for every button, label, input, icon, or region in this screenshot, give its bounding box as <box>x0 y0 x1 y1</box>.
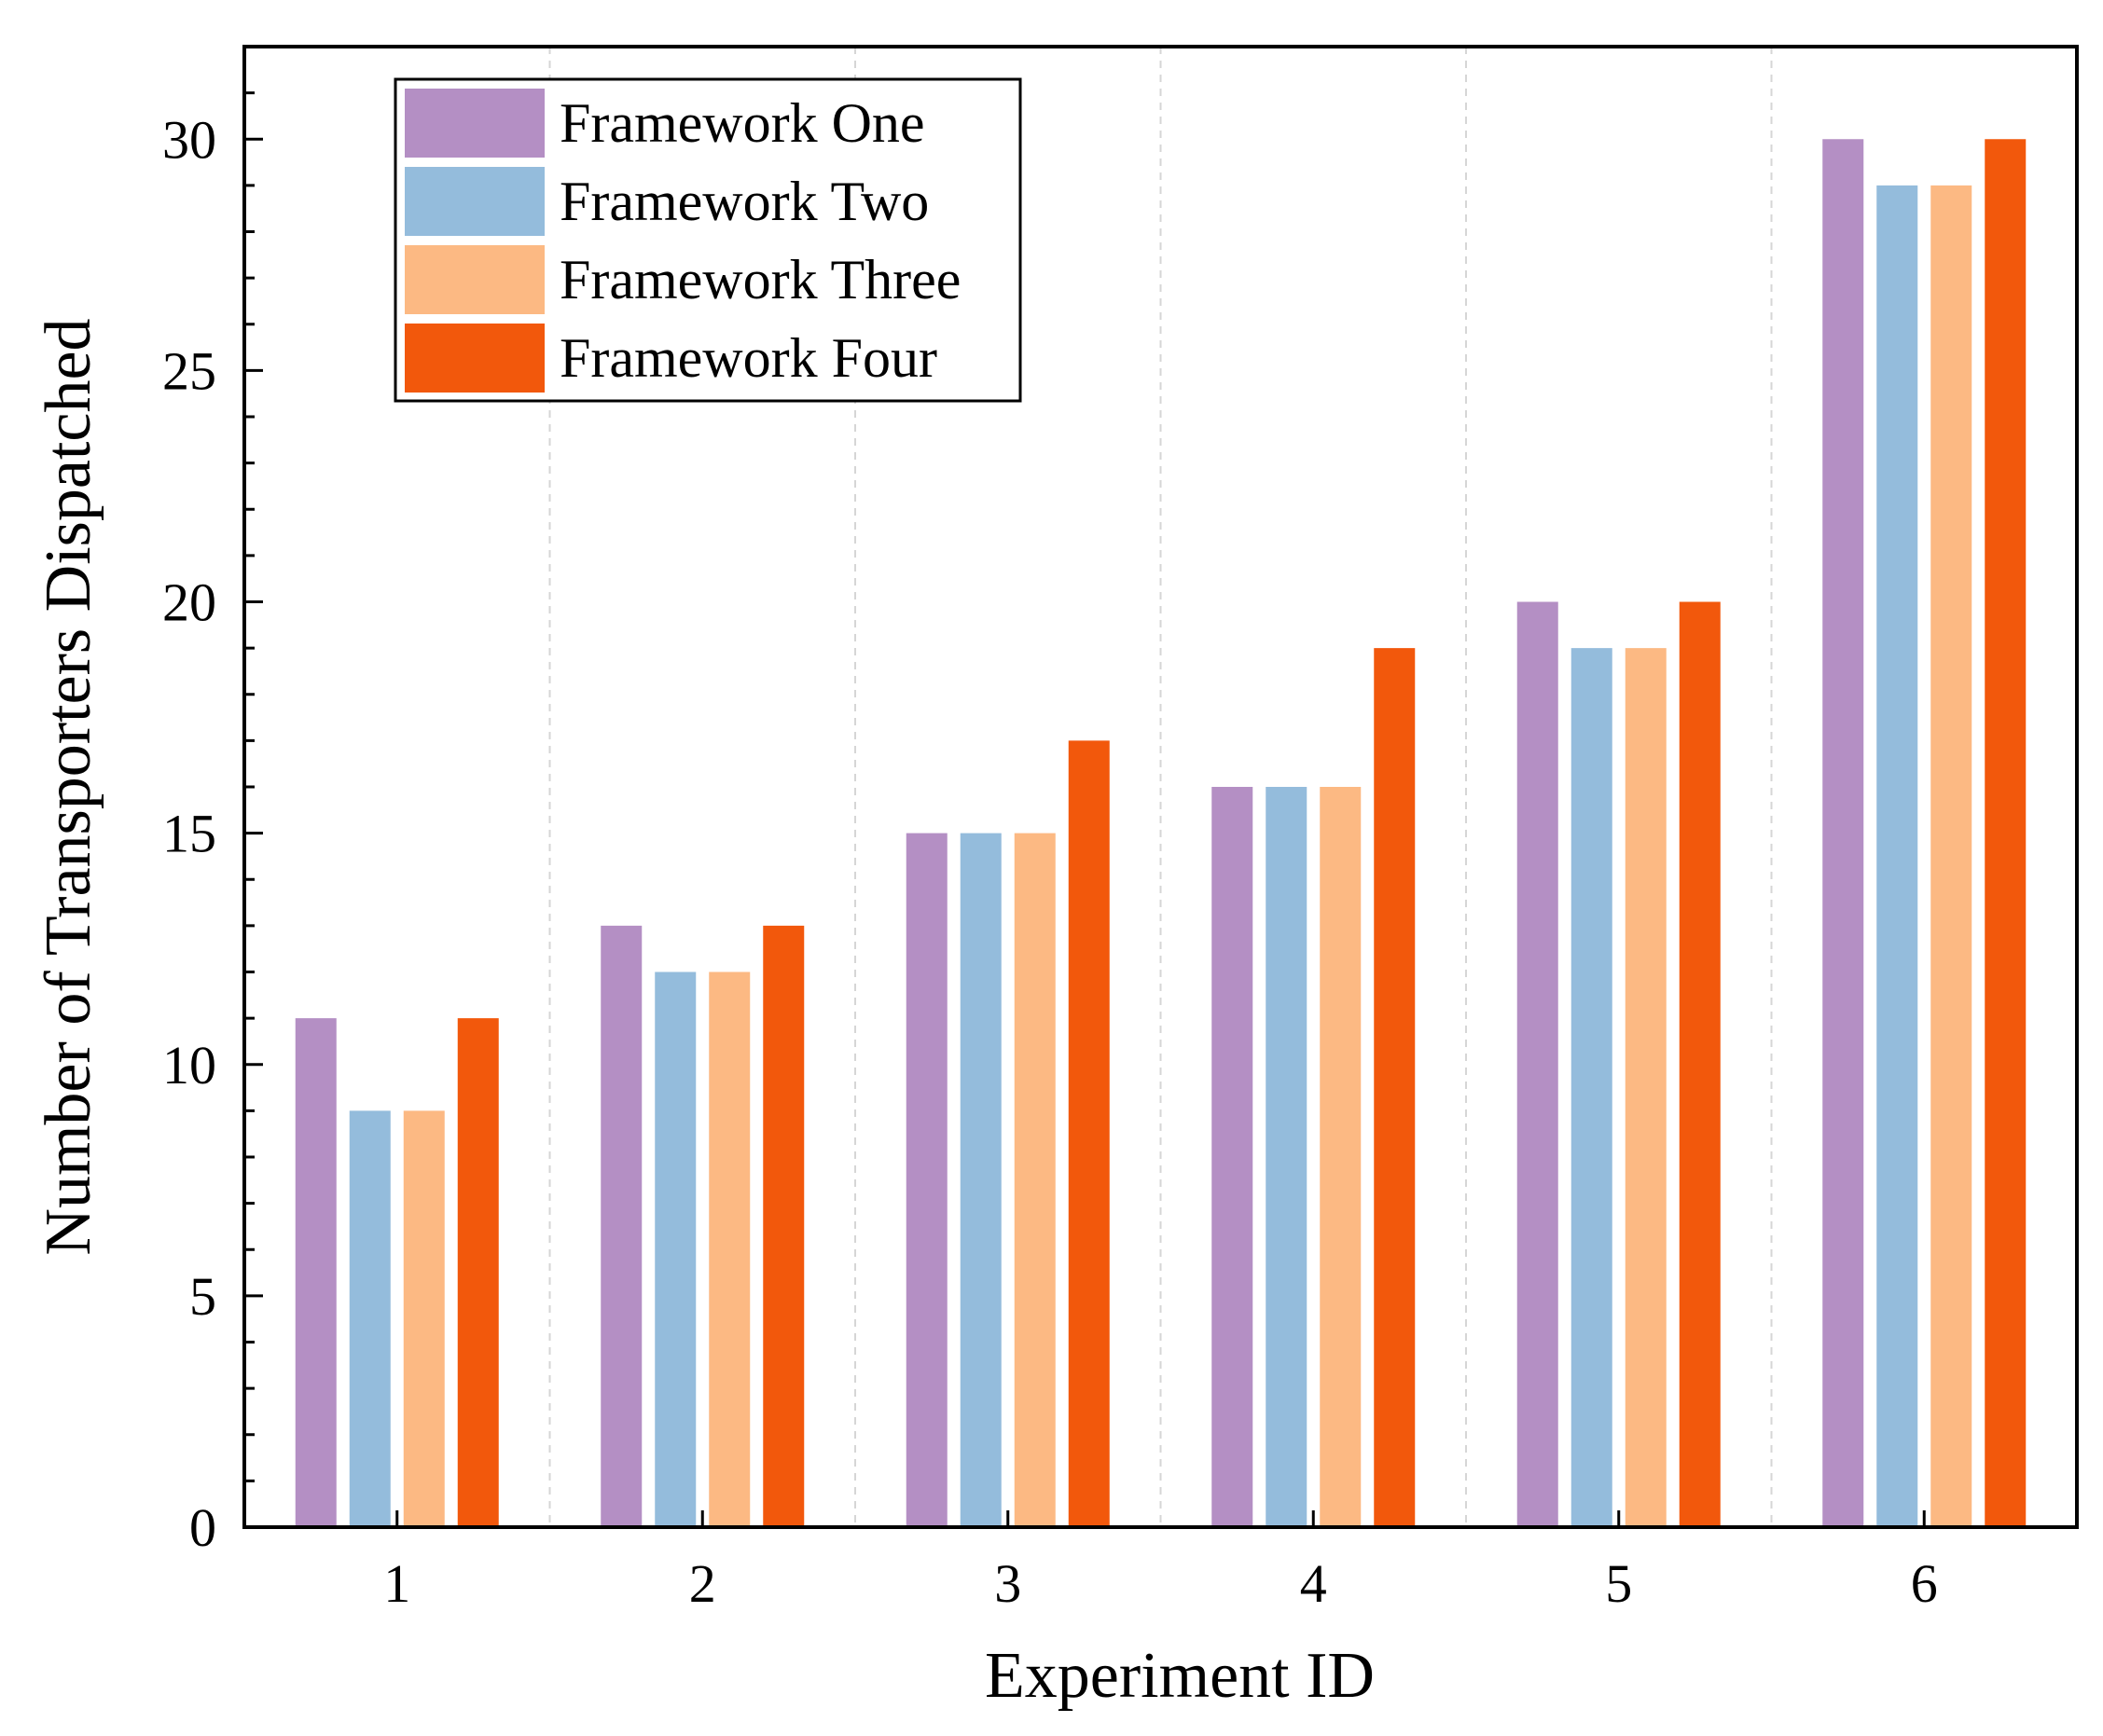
bar-framework-one-exp-5 <box>1516 601 1558 1527</box>
bar-framework-three-exp-5 <box>1625 648 1667 1527</box>
y-axis: 0 5 10 15 20 25 30 <box>162 45 263 1558</box>
bar-framework-four-exp-2 <box>763 925 805 1527</box>
x-tick-label: 6 <box>1911 1553 1938 1614</box>
bar-framework-four-exp-5 <box>1679 601 1721 1527</box>
bar-framework-three-exp-3 <box>1014 833 1056 1527</box>
legend-swatch <box>405 167 545 236</box>
bar-framework-one-exp-4 <box>1211 787 1253 1527</box>
y-tick-label: 5 <box>189 1266 216 1327</box>
legend-label: Framework Three <box>560 249 961 310</box>
x-axis-title: Experiment ID <box>985 1640 1375 1712</box>
bar-framework-two-exp-1 <box>349 1110 391 1527</box>
y-tick-label: 0 <box>189 1497 216 1558</box>
x-tick-label: 4 <box>1300 1553 1327 1614</box>
bar-framework-three-exp-4 <box>1320 787 1362 1527</box>
bar-framework-two-exp-2 <box>655 971 697 1527</box>
y-tick-label: 15 <box>162 804 216 864</box>
bar-framework-four-exp-1 <box>457 1018 499 1527</box>
legend-label: Framework Two <box>560 171 929 232</box>
bar-framework-one-exp-6 <box>1822 139 1864 1527</box>
x-tick-label: 2 <box>689 1553 716 1614</box>
bar-framework-four-exp-6 <box>1985 139 2027 1527</box>
bars <box>295 139 2027 1527</box>
bar-framework-two-exp-5 <box>1570 648 1612 1527</box>
bar-framework-four-exp-3 <box>1068 740 1110 1527</box>
x-tick-label: 5 <box>1605 1553 1632 1614</box>
legend-swatch <box>405 245 545 314</box>
legend: Framework One Framework Two Framework Thre… <box>394 77 1022 403</box>
bar-framework-one-exp-1 <box>295 1018 337 1527</box>
bar-framework-one-exp-3 <box>906 833 948 1527</box>
bar-framework-four-exp-4 <box>1374 648 1416 1527</box>
legend-label: Framework One <box>560 92 925 154</box>
y-tick-label: 30 <box>162 109 216 170</box>
bar-framework-two-exp-6 <box>1876 185 1918 1527</box>
bar-framework-two-exp-4 <box>1266 787 1307 1527</box>
y-tick-label: 20 <box>162 572 216 633</box>
bar-framework-two-exp-3 <box>960 833 1002 1527</box>
legend-label: Framework Four <box>560 327 937 389</box>
y-tick-label: 25 <box>162 340 216 401</box>
bar-framework-three-exp-1 <box>403 1110 445 1527</box>
x-axis: 1 2 3 4 5 6 <box>383 1510 1938 1614</box>
legend-swatch <box>405 324 545 393</box>
bar-framework-one-exp-2 <box>601 925 643 1527</box>
grid-lines <box>548 47 1773 1527</box>
bar-framework-three-exp-6 <box>1930 185 1972 1527</box>
legend-swatch <box>405 89 545 158</box>
y-axis-title: Number of Transporters Dispatched <box>33 318 104 1255</box>
x-tick-label: 1 <box>383 1553 410 1614</box>
x-tick-label: 3 <box>994 1553 1021 1614</box>
bar-framework-three-exp-2 <box>709 971 751 1527</box>
y-tick-label: 10 <box>162 1035 216 1095</box>
